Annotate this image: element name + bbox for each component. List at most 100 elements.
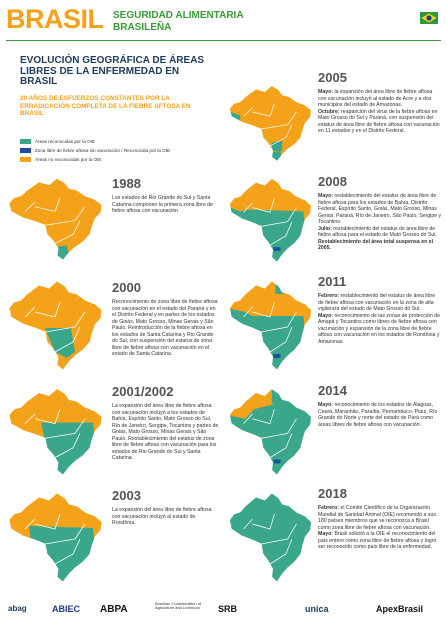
partner-logo: unica [305, 604, 329, 614]
entry-text: Reconocimiento de zona libre de fiebre a… [112, 299, 218, 357]
legend-item: Áreas no reconocidas por la OIE [20, 155, 220, 164]
subtitle: 20 AÑOS DE ESFUERZOS CONSTANTES POR LA E… [20, 95, 191, 118]
legend: Áreas reconocidas por la OIE Zona libre d… [20, 137, 220, 164]
partner-logo: SRB [218, 604, 238, 614]
entry-year: 2018 [318, 486, 347, 501]
entry: 2014 Mayo: reconocimiento de los estados … [318, 383, 442, 428]
map-regions [29, 526, 95, 582]
map-borders [229, 388, 312, 476]
map-borders [8, 177, 103, 261]
entry-text: Brasil solicitó a la OIE el reconocimien… [318, 531, 437, 550]
map [8, 177, 103, 261]
entry-label: Octubre: [318, 108, 340, 115]
map-borders [229, 280, 312, 371]
map-region [45, 328, 75, 358]
entry-paragraph: Reconocimiento de zona libre de fiebre a… [112, 299, 220, 358]
entry-year: 2001/2002 [112, 384, 174, 399]
divider [6, 40, 441, 41]
map [8, 492, 103, 583]
map [229, 280, 312, 371]
entry-paragraph: La expansión del área libre de fiebre af… [112, 403, 220, 462]
entry-year: 2005 [318, 70, 347, 85]
map-region [229, 308, 306, 370]
map-borders [229, 85, 312, 162]
map-regions [229, 205, 306, 263]
map-borders [8, 492, 103, 583]
map [229, 177, 312, 263]
map [229, 85, 312, 162]
partner-logo: ApexBrasil [376, 604, 424, 614]
map-region [53, 245, 69, 261]
entry-text: restablecimiento del estatus de área lib… [318, 225, 437, 239]
entry: 2011 Febrero: restablecimiento del estatu… [318, 274, 442, 345]
map-borders [8, 388, 103, 476]
partner-logo: ABPA [100, 604, 128, 615]
header-subtitle: SEGURIDAD ALIMENTARIA [113, 10, 244, 21]
entry-paragraph: La expansión del área libre de fiebre af… [112, 507, 220, 527]
entry-paragraph: Los estados de Rio Grande do Sul y Santa… [112, 195, 218, 215]
entry-text: reaparición del virus de la fiebre aftos… [318, 108, 440, 135]
entry: 2001/2002 La expansión del área libre de … [112, 384, 220, 462]
legend-swatch [20, 148, 31, 153]
entry: 2000 Reconocimiento de zona libre de fieb… [112, 280, 220, 358]
entry: 2018 Febrero: el Comité Científico de la … [318, 486, 442, 551]
partner-logo: ABIEC [52, 604, 81, 614]
map-country [229, 85, 312, 162]
entry-text: La expansión del área libre de fiebre af… [112, 403, 219, 461]
entry-paragraph: Julio: restablecimiento del estatus de á… [318, 226, 442, 239]
legend-swatch [20, 157, 31, 162]
map-region [229, 205, 306, 263]
header-subtitle: BRASILEÑA [113, 22, 172, 33]
map-region [229, 397, 312, 476]
legend-item: Zona libre de fiebre aftosa sin vacunaci… [20, 146, 220, 155]
map-borders [8, 280, 103, 371]
entry-year: 2000 [112, 280, 141, 295]
map [229, 492, 312, 583]
map-regions [45, 328, 75, 358]
entry-text: restablecimiento del estatus de área lib… [318, 193, 442, 225]
map-country [9, 281, 102, 370]
map-region [273, 247, 281, 251]
map [8, 280, 103, 371]
entry-text: restablecimiento del estatus de área lib… [318, 293, 436, 312]
entry-highlight: Restablecimiento del área total suspensa… [318, 238, 434, 252]
entry: 2005 Mayo: la expansión del área libre de… [318, 70, 442, 135]
entry-year: 2003 [112, 488, 141, 503]
entry-text: La expansión del área libre de fiebre af… [112, 507, 212, 526]
entry-label: Febrero: [318, 505, 340, 511]
flag [420, 12, 438, 24]
entry-year: 2011 [318, 274, 347, 289]
legend-label: Áreas no reconocidas por la OIE [35, 157, 102, 162]
entry: 1988 Los estados de Rio Grande do Sul y S… [112, 176, 218, 215]
entry-paragraph: Febrero: el Comité Científico de la Orga… [318, 505, 442, 531]
entry: 2003 La expansión del área libre de fiebr… [112, 488, 220, 527]
entry-label: Mayo: [318, 193, 333, 199]
entry-year: 2014 [318, 383, 347, 398]
entry-paragraph: Mayo: reconocimiento de las zonas de pro… [318, 313, 442, 346]
entry-label: Mayo: [318, 531, 333, 537]
entry-paragraph: Mayo: reconocimiento de los estados de A… [318, 402, 442, 428]
map [229, 388, 312, 476]
legend-label: Zona libre de fiebre aftosa sin vacunaci… [35, 148, 171, 153]
title: EVOLUCIÓN GEOGRÁFICA DE ÁREAS LIBRES DE … [20, 55, 205, 87]
map-region [29, 526, 95, 582]
entry-year: 1988 [112, 176, 141, 191]
map-borders [229, 492, 312, 583]
entry-year: 2008 [318, 174, 347, 189]
map-regions [53, 245, 69, 261]
entry-label: Mayo: [318, 402, 333, 408]
legend-label: Áreas reconocidas por la OIE [35, 139, 96, 144]
entry-label: Julio: [318, 225, 332, 232]
entry: 2008 Mayo: restablecimiento del estatus d… [318, 174, 442, 252]
entry-text: el Comité Científico de la Organización … [318, 505, 436, 531]
partner-logo: Brazilian Confederation of Agriculture a… [155, 601, 202, 611]
entry-text: reconocimiento de las zonas de protecció… [318, 312, 440, 345]
entry-text: reconocimiento de los estados de Alagoas… [318, 402, 438, 428]
map-country [9, 178, 102, 261]
entry-paragraph: Restablecimiento del área total suspensa… [318, 239, 442, 252]
map-region [273, 354, 281, 358]
entry-text: la expansión del área libre de fiebre af… [318, 89, 433, 108]
entry-paragraph: Febrero: restablecimiento del estatus de… [318, 293, 442, 313]
entry-paragraph: Mayo: Brasil solicitó a la OIE el recono… [318, 531, 442, 551]
entry-label: Febrero: [318, 293, 340, 299]
